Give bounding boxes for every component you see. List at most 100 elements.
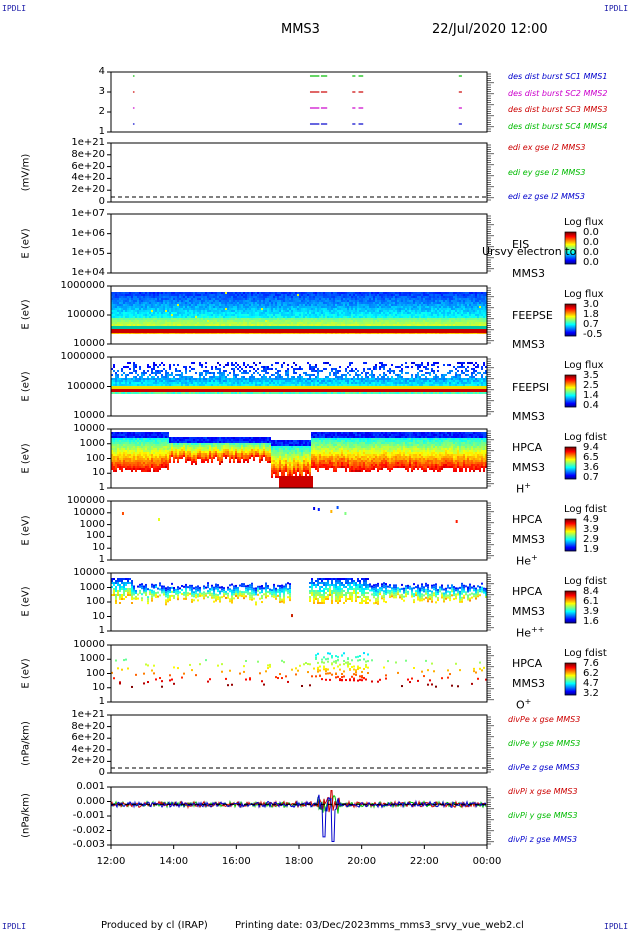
y-tick-label: 1e+21 [71, 137, 105, 148]
colorbar-tick-label: 0.4 [583, 400, 599, 411]
y-tick-label: 1 [98, 696, 105, 707]
right-tick-rack [487, 788, 494, 845]
species-label: He+ [516, 553, 538, 568]
panel-hpca_h [107, 428, 577, 489]
spacecraft-label: MMS3 [512, 461, 545, 474]
colorbar-tick-label: 7.6 [583, 658, 599, 669]
panel-frame [110, 142, 488, 203]
x-tick-label: 18:00 [284, 856, 314, 867]
y-tick-label: 10000 [73, 410, 105, 421]
y-tick-label: 0 [98, 767, 105, 778]
y-tick-label: -0.002 [72, 824, 105, 836]
panel-content-feepsi [111, 362, 487, 394]
instrument-label: HPCA [512, 441, 543, 454]
panel-content-burst [132, 75, 462, 125]
y-tick-label: 2 [98, 106, 105, 117]
panel-frame [110, 786, 488, 846]
y-tick-label: 1e+04 [71, 267, 105, 278]
y-tick-label: 100 [85, 452, 105, 464]
x-tick-label: 00:00 [472, 856, 502, 867]
y-tick-label: 3 [98, 86, 105, 97]
instrument-label: FEEPSE [512, 309, 553, 322]
y-tick-label: 0 [98, 196, 105, 207]
panel-content-hpca_hepp [111, 578, 487, 618]
y-tick-label: 2e+20 [71, 184, 105, 196]
colorbar-tick-label: 6.2 [583, 668, 599, 679]
legend-entry: divPi z gse MMS3 [508, 835, 578, 844]
footer-printing-date: Printing date: 03/Dec/2023 [235, 920, 371, 931]
y-tick-label: 100000 [66, 309, 105, 320]
colorbar-tick-label: 0.7 [583, 319, 599, 330]
colorbar-tick-label: 2.9 [583, 534, 599, 545]
y-tick-label: 10000 [73, 423, 105, 434]
colorbar-tick-label: 3.0 [583, 299, 599, 310]
panel-frame [110, 572, 488, 632]
y-tick-label: 8e+20 [71, 720, 105, 732]
y-axis-label: E (eV) [20, 299, 32, 330]
colorbar-tick-label: 1.8 [583, 309, 599, 320]
corner-label-top-right: IPDLI [604, 4, 629, 13]
colorbar-title: Log flux [564, 360, 604, 371]
legend-entry: edi ez gse l2 MMS3 [508, 192, 585, 201]
colorbar [564, 518, 577, 552]
colorbar-tick-label: 0.0 [583, 257, 599, 268]
charge-label: + [524, 697, 532, 706]
instrument-label: EIS [512, 237, 530, 251]
panel-hpca_he [107, 500, 577, 561]
corner-label-bottom-right: IPDLI [604, 922, 629, 931]
species-label: He++ [516, 625, 545, 640]
panel-frame [110, 285, 488, 345]
right-tick-rack [487, 73, 494, 132]
colorbar-tick-label: 3.9 [583, 524, 599, 535]
y-tick-label: 10 [92, 681, 105, 693]
colorbar-tick-label: 1.6 [583, 616, 599, 627]
y-tick-label: 6e+20 [71, 160, 105, 172]
colorbar-title: Log fdist [564, 504, 607, 515]
colorbar-tick-label: 4.7 [583, 678, 599, 689]
panel-feepsi [107, 356, 577, 417]
y-tick-label: 1e+06 [71, 227, 105, 239]
right-tick-rack [487, 430, 494, 487]
panel-feepse [107, 285, 577, 345]
y-tick-label: 1 [98, 126, 105, 137]
datetime-title: 22/Jul/2020 12:00 [432, 22, 548, 37]
y-axis-label: E (eV) [20, 514, 32, 546]
colorbar-tick-label: 4.9 [583, 514, 599, 525]
panel-frame [110, 213, 488, 274]
y-axis-label: E (eV) [20, 657, 32, 689]
colorbar-tick-label: 0.0 [583, 227, 599, 238]
y-axis-label: E (eV) [20, 370, 32, 402]
colorbar-tick-label: 3.2 [583, 688, 599, 699]
colorbar-tick-label: 9.4 [583, 442, 599, 453]
colorbar-tick-label: 6.5 [583, 452, 599, 463]
y-tick-label: -0.003 [72, 839, 105, 850]
colorbar [564, 590, 577, 624]
x-tick-label: 20:00 [347, 856, 377, 867]
colorbar-tick-label: 6.1 [583, 596, 599, 607]
colorbar-title: Log flux [564, 289, 604, 300]
y-tick-label: 1000000 [60, 280, 105, 291]
species-label: H+ [516, 481, 531, 496]
colorbar-tick-label: 3.9 [583, 606, 599, 617]
y-tick-label: 10000 [73, 567, 105, 578]
colorbar-tick-label: 1.9 [583, 544, 599, 555]
legend-entry: des dist burst SC2 MMS2 [508, 88, 608, 98]
right-tick-rack [487, 358, 494, 415]
y-tick-label: 10000 [73, 506, 105, 518]
panel-frame [110, 428, 488, 489]
panel-frame [110, 714, 488, 774]
y-tick-label: 10 [92, 610, 105, 622]
right-tick-rack [487, 646, 494, 701]
panel-content-hpca_he [121, 506, 458, 523]
colorbar [564, 374, 577, 408]
legend-entry: des dist burst SC3 MMS3 [508, 105, 608, 115]
charge-label: + [524, 481, 531, 490]
y-tick-label: 1000000 [60, 351, 105, 362]
panel-hpca_hepp [107, 572, 577, 632]
panel-frame [110, 71, 488, 133]
panel-frame [110, 644, 488, 703]
y-tick-label: 100 [85, 530, 105, 542]
colorbar-tick-label: 3.5 [583, 370, 599, 381]
legend-entry: des dist burst SC4 MMS4 [508, 122, 608, 131]
corner-label-top-left: IPDLI [2, 4, 27, 13]
